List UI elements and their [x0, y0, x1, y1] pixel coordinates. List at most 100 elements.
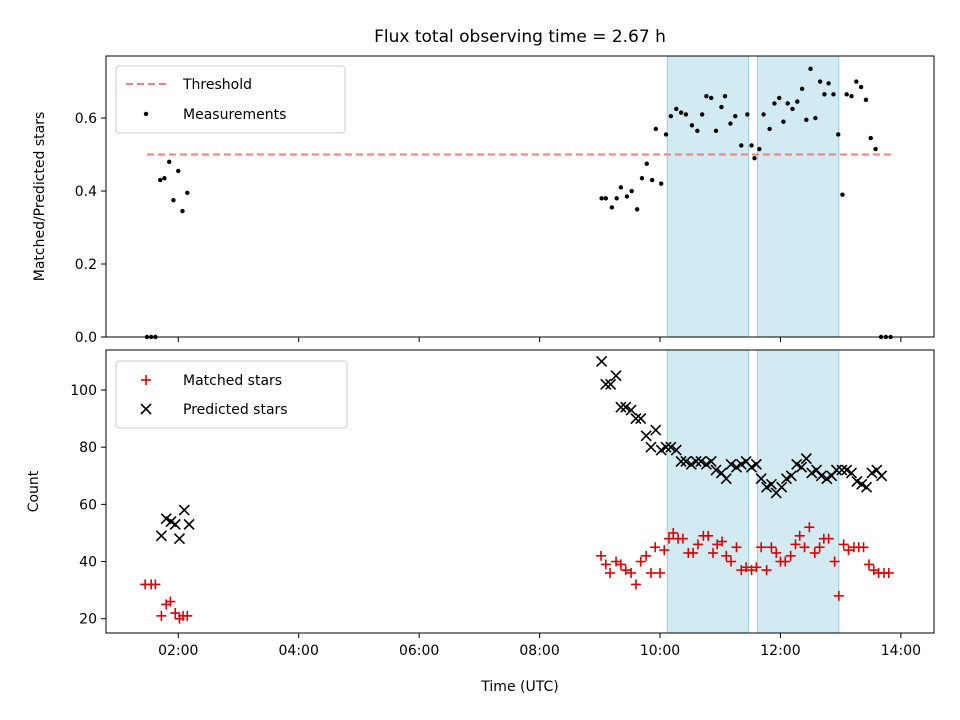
- predicted-point: [605, 378, 617, 390]
- predicted-point: [635, 413, 647, 425]
- measurement-point: [719, 104, 724, 110]
- predicted-point: [800, 453, 812, 465]
- measurement-point: [683, 112, 689, 117]
- predicted-point: [155, 530, 167, 542]
- matched-point: [650, 542, 661, 553]
- measurement-point: [749, 143, 754, 148]
- measurement-point: [699, 112, 705, 117]
- matched-point: [182, 610, 193, 621]
- measurement-point: [678, 110, 684, 115]
- matched-point: [858, 542, 869, 553]
- matched-point: [595, 550, 606, 561]
- predicted-point: [705, 455, 717, 468]
- predicted-point: [830, 464, 843, 476]
- matched-point: [883, 567, 894, 578]
- matched-point: [605, 567, 616, 578]
- matched-point: [615, 559, 626, 570]
- predicted-point: [690, 455, 702, 468]
- matched-point: [170, 607, 181, 618]
- measurement-point: [653, 126, 658, 132]
- measurement-point: [817, 79, 823, 84]
- matched-point: [677, 533, 688, 544]
- predicted-point: [720, 473, 732, 485]
- ratio-y-tick-label: 0.0: [75, 330, 97, 346]
- x-tick-label: 08:00: [519, 643, 559, 659]
- count-panel-frame: [105, 349, 935, 634]
- matched-point: [600, 559, 611, 570]
- matched-point: [833, 590, 844, 601]
- count-y-tick-label: 40: [79, 555, 97, 571]
- predicted-point: [755, 473, 767, 485]
- measurement-point: [761, 112, 766, 117]
- measurement-point: [644, 161, 649, 166]
- ratio-panel-frame: [105, 55, 935, 338]
- measurement-point: [185, 190, 190, 196]
- x-tick-label: 12:00: [760, 643, 800, 659]
- measurement-point: [777, 95, 782, 101]
- measurement-point: [868, 135, 873, 141]
- measurement-point: [708, 95, 714, 101]
- measurement-point: [704, 93, 709, 99]
- measurement-point: [745, 112, 750, 117]
- measurement-point: [167, 159, 172, 165]
- predicted-point: [815, 470, 827, 482]
- measurement-point: [162, 176, 167, 181]
- measurements-legend-swatch: [143, 111, 149, 117]
- measurement-point: [840, 192, 845, 197]
- measurement-point: [836, 132, 841, 137]
- measurement-point: [176, 168, 181, 174]
- measurement-point: [603, 196, 609, 201]
- ratio-y-tick-label: 0.4: [75, 184, 97, 200]
- measurement-point: [171, 197, 176, 203]
- measurement-point: [854, 79, 859, 84]
- measurement-point: [629, 188, 634, 194]
- count-legend-box: [115, 360, 348, 429]
- matched-point: [620, 565, 631, 576]
- x-tick-label: 10:00: [640, 643, 680, 659]
- measurement-point: [609, 205, 615, 210]
- ratio-shaded-interval: [666, 55, 749, 338]
- count-y-tick-label: 20: [79, 612, 97, 628]
- measurement-point: [822, 92, 827, 97]
- measurement-point: [722, 93, 728, 99]
- predicted-point: [596, 355, 608, 368]
- predicted-point: [670, 444, 682, 456]
- matched-point: [630, 579, 641, 590]
- predicted-point: [725, 458, 737, 470]
- predicted-point: [860, 481, 873, 493]
- measurements-legend-label: Measurements: [183, 107, 286, 123]
- predicted-point: [680, 455, 692, 468]
- predicted-point: [765, 478, 777, 490]
- predicted-point: [600, 378, 612, 390]
- predicted-point: [750, 458, 762, 470]
- measurement-point: [689, 123, 695, 128]
- measurement-point: [844, 92, 849, 97]
- measurement-point: [728, 121, 733, 126]
- predicted-point: [836, 464, 848, 476]
- matched-point: [626, 567, 637, 578]
- measurement-point: [772, 101, 777, 106]
- x-tick-label: 14:00: [881, 643, 921, 659]
- count-shaded-interval: [666, 349, 749, 634]
- measurement-point: [618, 185, 624, 190]
- measurement-point: [663, 132, 669, 137]
- matched-point: [751, 562, 762, 573]
- measurement-point: [639, 176, 645, 181]
- predicted-point: [845, 467, 858, 479]
- predicted-point: [876, 470, 888, 482]
- ratio-panel: 0.0 0.2 0.4 0.6 Matched/Predicted stars Thr…: [32, 55, 935, 346]
- x-axis-label: Time (UTC): [480, 679, 558, 695]
- measurement-point: [733, 114, 738, 119]
- predicted-point: [169, 518, 181, 530]
- matched-point: [766, 542, 777, 553]
- measurement-point: [873, 146, 878, 152]
- matched-point: [641, 550, 652, 561]
- matched-point: [785, 550, 796, 561]
- count-y-axis-label: Count: [26, 470, 42, 512]
- matched-point: [717, 536, 728, 547]
- measurement-point: [858, 84, 864, 90]
- matched-point: [707, 547, 718, 558]
- predicted-point: [785, 470, 797, 482]
- predicted-point: [665, 441, 677, 453]
- matched-point: [814, 542, 825, 553]
